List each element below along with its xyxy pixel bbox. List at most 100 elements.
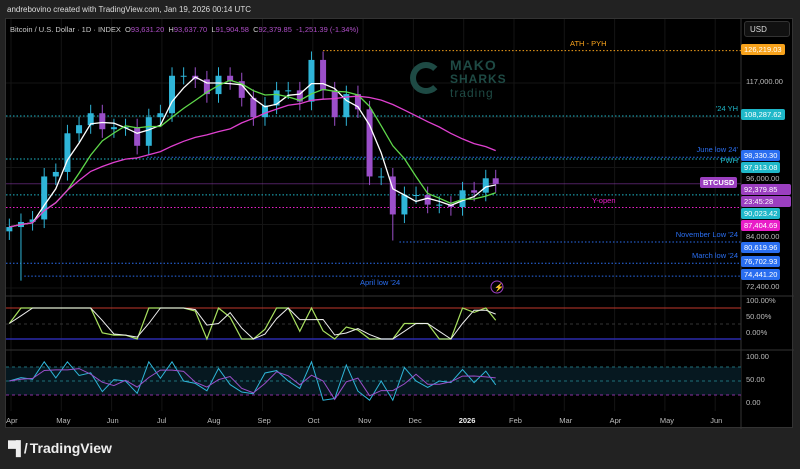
level-price-tag: 97,913.08 bbox=[741, 162, 781, 174]
currency-button[interactable]: USD bbox=[744, 21, 790, 37]
osc1-axis-label: 100.00% bbox=[746, 296, 776, 305]
level-price-tag: 126,219.03 bbox=[741, 43, 785, 55]
time-axis-label: Dec bbox=[408, 416, 422, 425]
level-price-tag: 90,023.42 bbox=[741, 208, 781, 220]
candle-body bbox=[401, 195, 408, 215]
price-axis-label: 96,000.00 bbox=[746, 174, 780, 184]
candle-body bbox=[227, 75, 234, 82]
candle-body bbox=[471, 190, 478, 193]
ma-slow-line bbox=[9, 95, 496, 228]
time-axis-label: May bbox=[659, 416, 675, 425]
open-label: O bbox=[125, 25, 131, 34]
close-label: C bbox=[253, 25, 259, 34]
high-value: 93,637.70 bbox=[173, 25, 208, 34]
low-value: 91,904.58 bbox=[215, 25, 249, 34]
candle-body bbox=[29, 219, 36, 222]
time-axis-label: May bbox=[56, 416, 71, 425]
symbol-tag: BTCUSD bbox=[700, 176, 738, 188]
time-axis-label: Jun bbox=[710, 416, 723, 425]
level-price-tag: 108,287.62 bbox=[741, 109, 785, 121]
candle-body bbox=[180, 75, 187, 77]
level-label: Y-open bbox=[592, 195, 616, 205]
mako-sharks-watermark: MAKO SHARKS trading bbox=[410, 58, 507, 100]
high-label: H bbox=[168, 25, 174, 34]
tradingview-logo[interactable]: ▀▌/ TradingView bbox=[8, 440, 112, 456]
candle-body bbox=[99, 113, 106, 130]
candle-body bbox=[354, 94, 361, 110]
candle-body bbox=[285, 90, 292, 92]
level-price-tag: 76,702.93 bbox=[741, 256, 781, 268]
candle-body bbox=[261, 105, 268, 118]
candle-body bbox=[331, 90, 338, 118]
osc1-axis-label: 50.00% bbox=[746, 312, 772, 321]
watermark-line: MAKO bbox=[450, 57, 497, 73]
candle-body bbox=[169, 75, 176, 114]
watermark-line: trading bbox=[450, 86, 494, 100]
current-price-tag: 92,379.85 bbox=[741, 184, 791, 196]
level-label: '24 YH bbox=[715, 104, 738, 114]
level-label: November Low '24 bbox=[675, 230, 738, 240]
candle-body bbox=[250, 97, 257, 118]
time-axis-label: Jun bbox=[106, 416, 119, 425]
attribution: andrebovino created with TradingView.com… bbox=[7, 5, 251, 14]
level-label: June low 24' bbox=[696, 145, 738, 155]
candle-body bbox=[134, 127, 141, 146]
time-axis-label: Aug bbox=[207, 416, 221, 425]
change-value: -1,251.39 (-1.34%) bbox=[296, 25, 359, 34]
rsi-signal-line bbox=[9, 368, 496, 401]
close-value: 92,379.85 bbox=[258, 25, 292, 34]
time-axis-label: Sep bbox=[257, 416, 271, 425]
price-axis-label: 84,000.00 bbox=[746, 232, 780, 242]
osc2-axis-label: 0.00 bbox=[746, 398, 761, 407]
bar-countdown: 23:45:28 bbox=[741, 196, 791, 208]
osc1-axis-label: 0.00% bbox=[746, 328, 768, 337]
candle-body bbox=[389, 176, 396, 215]
candle-body bbox=[6, 227, 13, 232]
open-value: 93,631.20 bbox=[130, 25, 165, 34]
candle-body bbox=[320, 59, 327, 91]
time-axis-label: Apr bbox=[6, 416, 18, 425]
candle-body bbox=[64, 133, 71, 172]
time-axis-label: 2026 bbox=[458, 416, 476, 425]
chart-canvas[interactable]: ⚡ bbox=[6, 19, 794, 429]
candle-body bbox=[145, 117, 152, 146]
candle-body bbox=[203, 79, 210, 95]
tv-logo-icon: ▀▌/ bbox=[8, 440, 28, 456]
candle-body bbox=[424, 195, 431, 205]
time-axis-label: Nov bbox=[358, 416, 372, 425]
candle-body bbox=[296, 90, 303, 102]
candle-body bbox=[343, 94, 350, 118]
osc2-axis-label: 50.00 bbox=[746, 375, 765, 384]
brand-name: TradingView bbox=[29, 440, 112, 456]
osc2-axis-label: 100.00 bbox=[746, 352, 769, 361]
time-axis-label: Oct bbox=[307, 416, 320, 425]
candle-body bbox=[110, 127, 117, 130]
candle-body bbox=[76, 125, 83, 134]
level-label: April low '24 bbox=[360, 278, 401, 288]
chart-area[interactable]: ⚡ bbox=[5, 18, 794, 429]
rsi-line bbox=[9, 360, 497, 402]
lightning-alert-icon bbox=[490, 280, 504, 294]
candle-body bbox=[52, 171, 59, 177]
candle-body bbox=[157, 113, 164, 118]
shark-logo-icon bbox=[410, 62, 442, 94]
lightning-glyph: ⚡ bbox=[494, 282, 504, 292]
ma-mid-line bbox=[9, 79, 496, 228]
price-axis-label: 117,000.00 bbox=[746, 77, 783, 86]
price-axis-label: 72,400.00 bbox=[746, 281, 780, 291]
time-axis-label: Jul bbox=[156, 416, 167, 425]
level-price-tag: 98,330.30 bbox=[741, 150, 781, 162]
candle-body bbox=[482, 178, 489, 193]
level-price-tag: 87,404.69 bbox=[741, 220, 781, 232]
ma-fast-line bbox=[9, 76, 496, 228]
symbol-legend: Bitcoin / U.S. Dollar · 1D · INDEX O93,6… bbox=[10, 25, 359, 34]
watermark-line: SHARKS bbox=[450, 72, 507, 86]
time-axis-label: Feb bbox=[509, 416, 522, 425]
level-price-tag: 80,619.96 bbox=[741, 242, 781, 254]
level-label: ATH - PYH bbox=[570, 38, 607, 48]
time-axis-label: Apr bbox=[609, 416, 622, 425]
time-axis-label: Mar bbox=[559, 416, 573, 425]
candle-body bbox=[413, 195, 420, 197]
candle-body bbox=[459, 190, 466, 208]
candle-body bbox=[87, 113, 94, 126]
